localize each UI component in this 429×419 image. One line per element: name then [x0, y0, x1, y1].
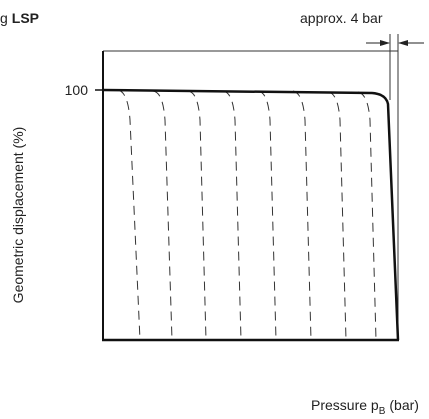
x-label-main: Pressure p [311, 397, 379, 413]
dashed-curves [117, 89, 377, 341]
arrow-head [380, 40, 390, 46]
dashed-curve [357, 91, 377, 341]
dashed-curve [187, 90, 207, 341]
y-axis-label: Geometric displacement (%) [10, 127, 26, 304]
dashed-curve [257, 90, 277, 341]
x-label-unit: (bar) [389, 397, 419, 413]
annotation: approx. 4 bar [300, 10, 383, 26]
y-tick-label: 100 [65, 82, 89, 98]
arrow-head [398, 40, 408, 46]
dashed-curve [292, 90, 312, 341]
title-prefix: g [0, 10, 8, 26]
x-axis-label: Pressure pB (bar) [311, 397, 419, 417]
title: g LSP [0, 10, 39, 26]
x-label-sub: B [379, 406, 386, 417]
dashed-curve [117, 89, 141, 341]
dashed-curve [152, 90, 173, 341]
main-curve [102, 88, 400, 341]
dashed-curve [327, 91, 347, 341]
title-bold: LSP [12, 10, 39, 26]
dashed-curve [222, 90, 242, 341]
